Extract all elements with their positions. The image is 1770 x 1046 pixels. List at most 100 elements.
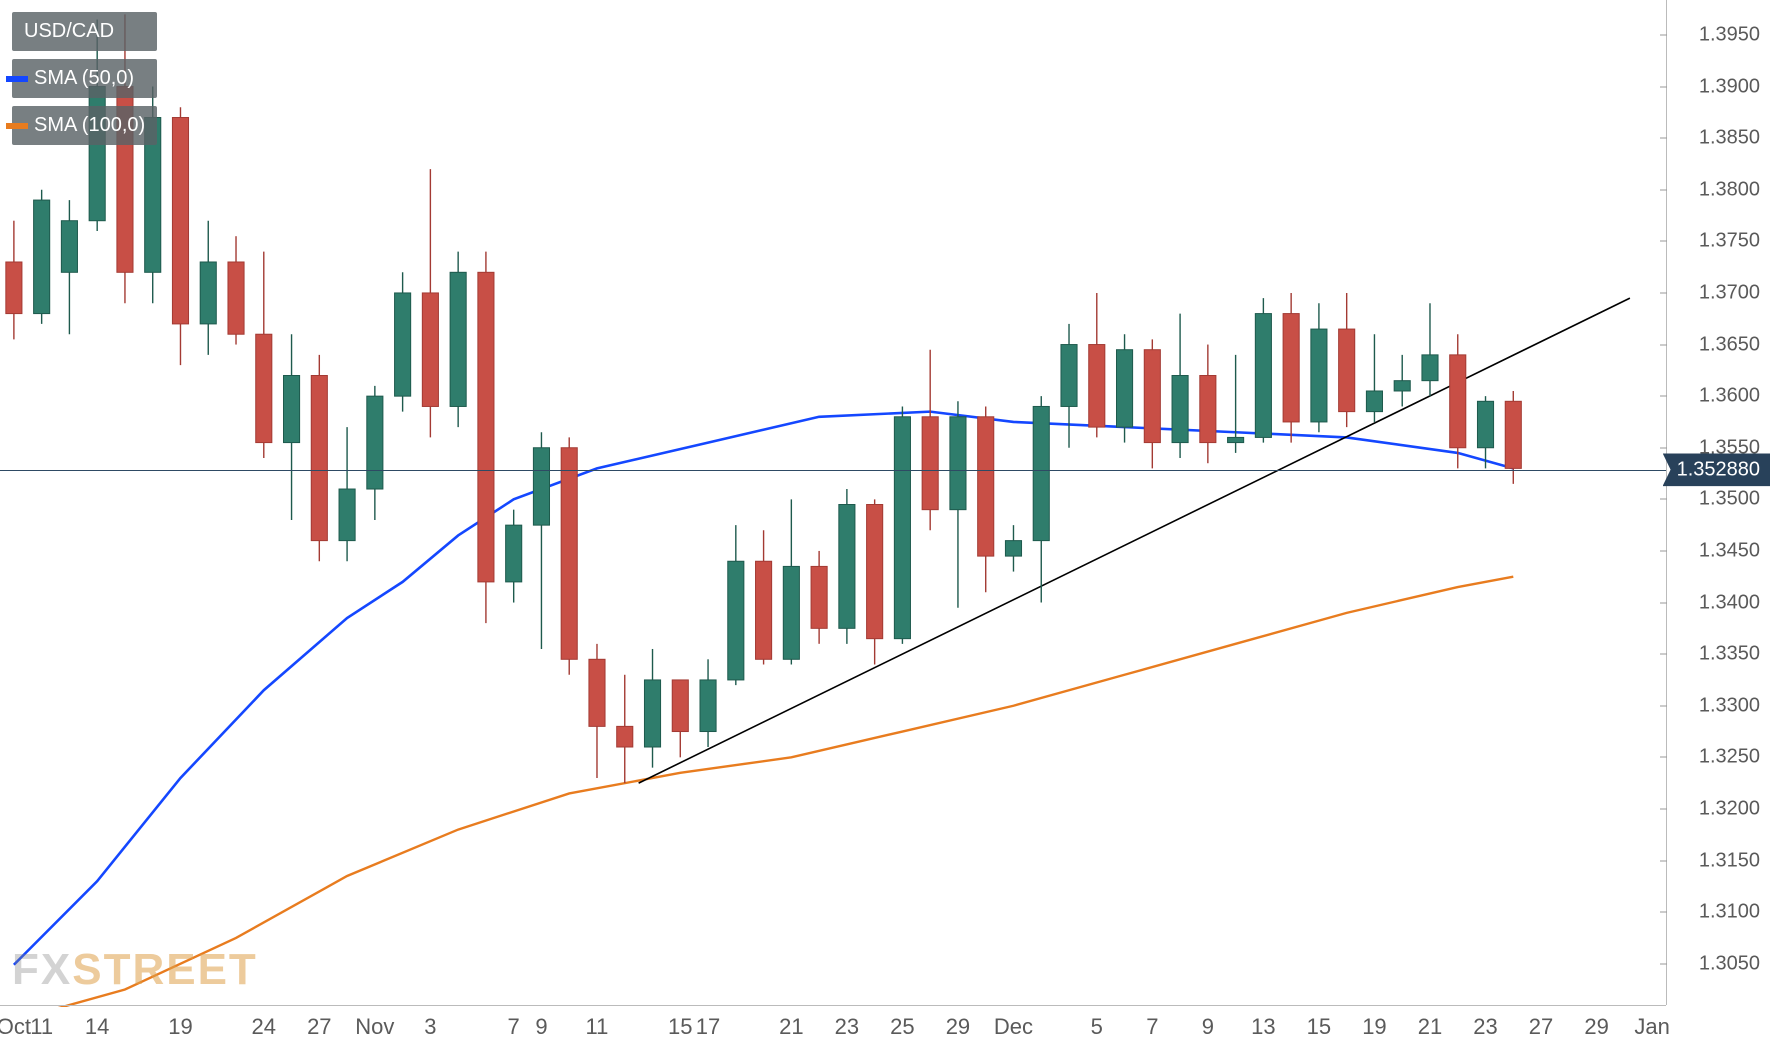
x-axis-label: 9 [1202,1014,1214,1040]
candle-body[interactable] [978,417,994,556]
y-axis-tick [1660,602,1667,603]
sma50-line [14,412,1513,965]
candle-body[interactable] [617,726,633,747]
y-axis-label: 1.3550 [1699,436,1760,459]
x-axis-label: 7 [508,1014,520,1040]
y-axis-label: 1.3100 [1699,901,1760,924]
y-axis-label: 1.3050 [1699,952,1760,975]
candle-body[interactable] [478,272,494,582]
candle-body[interactable] [1283,314,1299,422]
candle-body[interactable] [1228,437,1244,442]
candle-body[interactable] [200,262,216,324]
legend-item-sma50[interactable]: SMA (50,0) [12,59,157,98]
candle-body[interactable] [1422,355,1438,381]
candle-body[interactable] [311,376,327,541]
watermark-suffix: STREET [72,945,258,994]
x-axis-label: Oct [0,1014,31,1040]
candle-body[interactable] [172,118,188,324]
candle-body[interactable] [700,680,716,732]
candle-body[interactable] [1005,541,1021,556]
candle-body[interactable] [922,417,938,510]
x-axis-label: 21 [779,1014,803,1040]
candle-body[interactable] [1311,329,1327,422]
candle-body[interactable] [950,417,966,510]
candle-body[interactable] [6,262,22,314]
candle-body[interactable] [339,489,355,541]
candle-body[interactable] [1200,376,1216,443]
candle-body[interactable] [1144,350,1160,443]
x-axis-label: 27 [307,1014,331,1040]
candle-body[interactable] [589,659,605,726]
candle-body[interactable] [1255,314,1271,438]
x-axis-label: 14 [85,1014,109,1040]
x-axis-label: 23 [1473,1014,1497,1040]
y-axis-label: 1.3900 [1699,75,1760,98]
candle-body[interactable] [1033,406,1049,540]
candle-body[interactable] [783,566,799,659]
candle-body[interactable] [728,561,744,680]
y-axis-tick [1660,138,1667,139]
candle-body[interactable] [506,525,522,582]
candle-body[interactable] [1339,329,1355,412]
candle-body[interactable] [1505,401,1521,468]
legend-item-sma100[interactable]: SMA (100,0) [12,106,157,145]
legend-label: USD/CAD [24,20,114,43]
x-axis: Oct1114192427Nov37911151721232529Dec5791… [0,1005,1770,1046]
y-axis-tick [1660,912,1667,913]
candle-body[interactable] [367,396,383,489]
x-axis-label: 7 [1146,1014,1158,1040]
y-axis-label: 1.3450 [1699,539,1760,562]
candle-body[interactable] [228,262,244,334]
candle-body[interactable] [34,200,50,314]
candle-body[interactable] [1172,376,1188,443]
candle-body[interactable] [1089,345,1105,428]
x-axis-label: 11 [586,1014,609,1040]
x-axis-label: 19 [168,1014,192,1040]
candle-body[interactable] [894,417,910,639]
candle-body[interactable] [283,376,299,443]
candle-body[interactable] [450,272,466,406]
y-axis-tick [1660,705,1667,706]
y-axis-label: 1.3150 [1699,849,1760,872]
x-axis-label: 23 [835,1014,859,1040]
trendline [639,298,1630,783]
candle-body[interactable] [672,680,688,732]
candle-body[interactable] [644,680,660,747]
candle-body[interactable] [1366,391,1382,412]
candle-body[interactable] [256,334,272,442]
candle-body[interactable] [1061,345,1077,407]
candle-body[interactable] [1450,355,1466,448]
candle-body[interactable] [533,448,549,525]
x-axis-label: 9 [535,1014,547,1040]
current-price-line [0,470,1666,471]
candle-body[interactable] [561,448,577,660]
candle-body[interactable] [395,293,411,396]
y-axis-tick [1660,241,1667,242]
y-axis-label: 1.3300 [1699,694,1760,717]
y-axis-label: 1.3750 [1699,230,1760,253]
candle-body[interactable] [839,505,855,629]
legend-item-symbol[interactable]: USD/CAD [12,12,157,51]
y-axis-tick [1660,757,1667,758]
candle-body[interactable] [756,561,772,659]
y-axis-label: 1.3650 [1699,333,1760,356]
legend-swatch [6,76,28,82]
candle-body[interactable] [1394,381,1410,391]
y-axis-label: 1.3200 [1699,797,1760,820]
candle-body[interactable] [1477,401,1493,447]
y-axis-label: 1.3850 [1699,127,1760,150]
candle-body[interactable] [1116,350,1132,427]
y-axis-tick [1660,499,1667,500]
candle-body[interactable] [61,221,77,273]
y-axis-label: 1.3700 [1699,281,1760,304]
candle-body[interactable] [811,566,827,628]
y-axis-label: 1.3500 [1699,488,1760,511]
x-axis-label: 5 [1091,1014,1103,1040]
legend-label: SMA (100,0) [34,114,145,137]
watermark-prefix: FX [12,945,72,994]
candle-body[interactable] [867,505,883,639]
x-axis-label: 11 [30,1014,53,1040]
plot-area[interactable] [0,0,1666,1007]
candle-body[interactable] [422,293,438,407]
x-axis-label: 29 [1584,1014,1608,1040]
